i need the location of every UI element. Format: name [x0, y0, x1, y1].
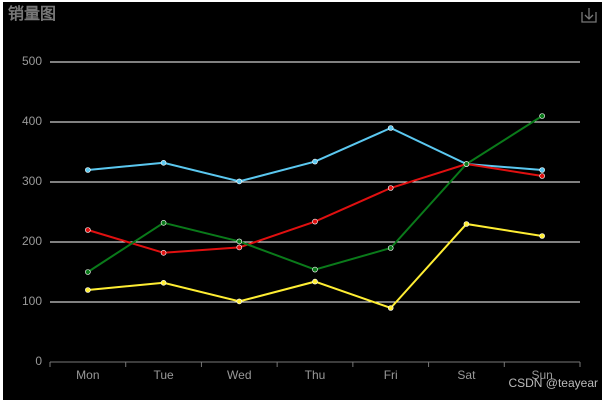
data-point: [312, 158, 318, 165]
y-tick-label: 200: [22, 234, 42, 248]
data-point: [387, 305, 394, 311]
data-point: [85, 269, 91, 275]
data-point: [312, 266, 318, 273]
x-tick-label: Fri: [384, 368, 398, 382]
y-tick-label: 0: [35, 354, 42, 368]
data-point: [463, 161, 470, 167]
data-point: [236, 298, 243, 305]
data-point: [160, 160, 167, 166]
x-tick-label: Thu: [305, 368, 326, 382]
data-point: [236, 244, 243, 251]
data-point: [312, 278, 318, 285]
data-point: [539, 113, 545, 119]
data-point: [160, 250, 167, 256]
data-point: [312, 218, 318, 225]
data-point: [539, 233, 545, 239]
data-point: [85, 167, 91, 173]
x-tick-label: Sat: [457, 368, 476, 382]
data-point: [160, 279, 167, 286]
download-tray: [581, 12, 597, 23]
y-tick-label: 300: [22, 174, 42, 188]
background: [3, 2, 602, 400]
chart-title: 销量图: [8, 4, 56, 23]
data-point: [236, 178, 243, 185]
download-arrow: [584, 8, 594, 20]
data-point: [539, 167, 545, 173]
y-tick-label: 500: [22, 54, 42, 68]
y-tick-label: 400: [22, 114, 42, 128]
x-tick-label: Tue: [153, 368, 174, 382]
data-point: [387, 125, 394, 131]
data-point: [463, 221, 470, 227]
watermark: CSDN @teayear: [508, 376, 598, 390]
data-point: [236, 238, 243, 245]
download-icon[interactable]: [581, 8, 597, 23]
x-tick-label: Sun: [531, 368, 552, 382]
data-point: [85, 287, 91, 293]
data-point: [539, 173, 545, 179]
y-tick-label: 100: [22, 294, 42, 308]
x-tick-label: Mon: [76, 368, 99, 382]
data-point: [85, 227, 91, 233]
x-tick-label: Wed: [227, 368, 251, 382]
data-point: [160, 220, 167, 226]
data-point: [387, 185, 394, 191]
data-point: [387, 245, 394, 251]
